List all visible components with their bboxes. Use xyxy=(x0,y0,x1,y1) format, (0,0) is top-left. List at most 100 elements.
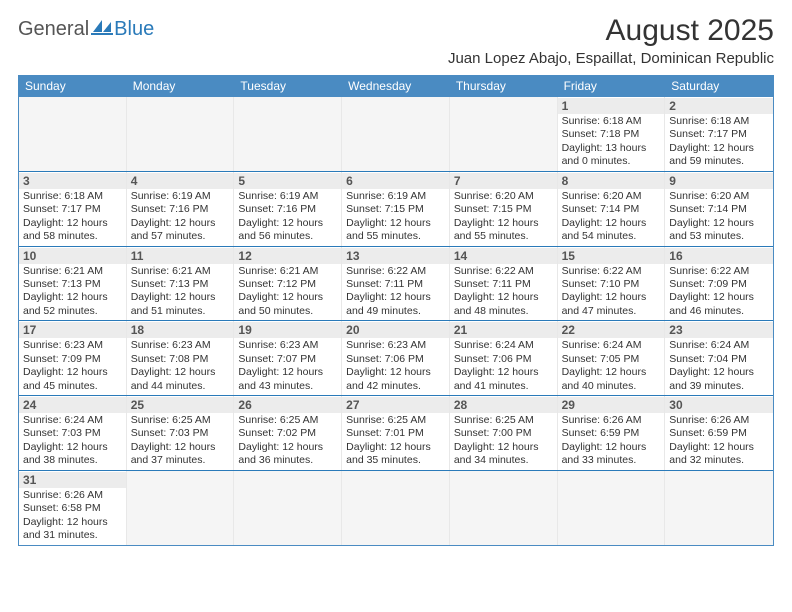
day-number: 19 xyxy=(234,322,341,338)
logo: General Blue xyxy=(18,18,154,41)
weeks-container: 1Sunrise: 6:18 AMSunset: 7:18 PMDaylight… xyxy=(19,97,773,545)
day-cell: 14Sunrise: 6:22 AMSunset: 7:11 PMDayligh… xyxy=(450,247,558,321)
empty-cell xyxy=(665,471,773,545)
day-cell: 10Sunrise: 6:21 AMSunset: 7:13 PMDayligh… xyxy=(19,247,127,321)
daylight-line: and 41 minutes. xyxy=(454,380,553,393)
daylight-line: Daylight: 12 hours xyxy=(346,217,445,230)
week-row: 1Sunrise: 6:18 AMSunset: 7:18 PMDaylight… xyxy=(19,97,773,172)
daylight-line: and 31 minutes. xyxy=(23,529,122,542)
daylight-line: and 51 minutes. xyxy=(131,305,230,318)
daylight-line: and 45 minutes. xyxy=(23,380,122,393)
sunrise-line: Sunrise: 6:21 AM xyxy=(238,265,337,278)
empty-cell xyxy=(558,471,666,545)
daylight-line: and 53 minutes. xyxy=(669,230,769,243)
sunrise-line: Sunrise: 6:22 AM xyxy=(669,265,769,278)
sunrise-line: Sunrise: 6:24 AM xyxy=(23,414,122,427)
daylight-line: and 50 minutes. xyxy=(238,305,337,318)
day-number: 29 xyxy=(558,397,665,413)
sunset-line: Sunset: 7:00 PM xyxy=(454,427,553,440)
day-cell: 12Sunrise: 6:21 AMSunset: 7:12 PMDayligh… xyxy=(234,247,342,321)
daylight-line: Daylight: 13 hours xyxy=(562,142,661,155)
daylight-line: and 0 minutes. xyxy=(562,155,661,168)
sunrise-line: Sunrise: 6:19 AM xyxy=(131,190,230,203)
daylight-line: and 39 minutes. xyxy=(669,380,769,393)
daylight-line: Daylight: 12 hours xyxy=(23,366,122,379)
day-number: 11 xyxy=(127,248,234,264)
daylight-line: Daylight: 12 hours xyxy=(454,366,553,379)
daylight-line: and 42 minutes. xyxy=(346,380,445,393)
daylight-line: and 36 minutes. xyxy=(238,454,337,467)
sunrise-line: Sunrise: 6:23 AM xyxy=(23,339,122,352)
day-cell: 15Sunrise: 6:22 AMSunset: 7:10 PMDayligh… xyxy=(558,247,666,321)
day-number: 16 xyxy=(665,248,773,264)
day-number: 9 xyxy=(665,173,773,189)
day-cell: 11Sunrise: 6:21 AMSunset: 7:13 PMDayligh… xyxy=(127,247,235,321)
day-cell: 3Sunrise: 6:18 AMSunset: 7:17 PMDaylight… xyxy=(19,172,127,246)
daylight-line: Daylight: 12 hours xyxy=(131,441,230,454)
sunrise-line: Sunrise: 6:22 AM xyxy=(454,265,553,278)
day-cell: 7Sunrise: 6:20 AMSunset: 7:15 PMDaylight… xyxy=(450,172,558,246)
day-number: 28 xyxy=(450,397,557,413)
day-header: Wednesday xyxy=(342,75,450,97)
day-cell: 29Sunrise: 6:26 AMSunset: 6:59 PMDayligh… xyxy=(558,396,666,470)
sunrise-line: Sunrise: 6:18 AM xyxy=(562,115,661,128)
daylight-line: and 56 minutes. xyxy=(238,230,337,243)
header: General Blue August 2025 Juan Lopez Abaj… xyxy=(18,14,774,67)
empty-cell xyxy=(450,471,558,545)
daylight-line: and 37 minutes. xyxy=(131,454,230,467)
empty-cell xyxy=(127,97,235,171)
page-subtitle: Juan Lopez Abajo, Espaillat, Dominican R… xyxy=(448,50,774,67)
daylight-line: and 35 minutes. xyxy=(346,454,445,467)
daylight-line: and 43 minutes. xyxy=(238,380,337,393)
daylight-line: and 57 minutes. xyxy=(131,230,230,243)
empty-cell xyxy=(450,97,558,171)
day-cell: 13Sunrise: 6:22 AMSunset: 7:11 PMDayligh… xyxy=(342,247,450,321)
day-cell: 5Sunrise: 6:19 AMSunset: 7:16 PMDaylight… xyxy=(234,172,342,246)
daylight-line: and 55 minutes. xyxy=(346,230,445,243)
sunset-line: Sunset: 7:14 PM xyxy=(562,203,661,216)
sunrise-line: Sunrise: 6:21 AM xyxy=(23,265,122,278)
day-number: 17 xyxy=(19,322,126,338)
daylight-line: and 52 minutes. xyxy=(23,305,122,318)
sunrise-line: Sunrise: 6:23 AM xyxy=(238,339,337,352)
sunrise-line: Sunrise: 6:24 AM xyxy=(562,339,661,352)
title-block: August 2025 Juan Lopez Abajo, Espaillat,… xyxy=(448,14,774,67)
day-cell: 25Sunrise: 6:25 AMSunset: 7:03 PMDayligh… xyxy=(127,396,235,470)
sunrise-line: Sunrise: 6:24 AM xyxy=(454,339,553,352)
day-cell: 9Sunrise: 6:20 AMSunset: 7:14 PMDaylight… xyxy=(665,172,773,246)
daylight-line: and 33 minutes. xyxy=(562,454,661,467)
daylight-line: and 47 minutes. xyxy=(562,305,661,318)
sunrise-line: Sunrise: 6:25 AM xyxy=(238,414,337,427)
daylight-line: and 55 minutes. xyxy=(454,230,553,243)
day-number: 13 xyxy=(342,248,449,264)
daylight-line: Daylight: 12 hours xyxy=(238,366,337,379)
calendar: Sunday Monday Tuesday Wednesday Thursday… xyxy=(18,75,774,546)
sunrise-line: Sunrise: 6:24 AM xyxy=(669,339,769,352)
sunrise-line: Sunrise: 6:26 AM xyxy=(669,414,769,427)
week-row: 3Sunrise: 6:18 AMSunset: 7:17 PMDaylight… xyxy=(19,172,773,247)
sunrise-line: Sunrise: 6:23 AM xyxy=(131,339,230,352)
sunrise-line: Sunrise: 6:18 AM xyxy=(669,115,769,128)
sunset-line: Sunset: 7:15 PM xyxy=(454,203,553,216)
day-number: 21 xyxy=(450,322,557,338)
daylight-line: Daylight: 12 hours xyxy=(23,291,122,304)
day-number: 12 xyxy=(234,248,341,264)
day-cell: 18Sunrise: 6:23 AMSunset: 7:08 PMDayligh… xyxy=(127,321,235,395)
sunset-line: Sunset: 7:12 PM xyxy=(238,278,337,291)
empty-cell xyxy=(342,97,450,171)
daylight-line: Daylight: 12 hours xyxy=(454,291,553,304)
daylight-line: Daylight: 12 hours xyxy=(454,441,553,454)
day-number: 2 xyxy=(665,98,773,114)
day-header: Friday xyxy=(558,75,666,97)
empty-cell xyxy=(19,97,127,171)
empty-cell xyxy=(342,471,450,545)
sunset-line: Sunset: 7:13 PM xyxy=(131,278,230,291)
day-cell: 23Sunrise: 6:24 AMSunset: 7:04 PMDayligh… xyxy=(665,321,773,395)
sunrise-line: Sunrise: 6:25 AM xyxy=(131,414,230,427)
day-number: 31 xyxy=(19,472,126,488)
day-cell: 31Sunrise: 6:26 AMSunset: 6:58 PMDayligh… xyxy=(19,471,127,545)
day-cell: 24Sunrise: 6:24 AMSunset: 7:03 PMDayligh… xyxy=(19,396,127,470)
sunset-line: Sunset: 7:15 PM xyxy=(346,203,445,216)
day-cell: 16Sunrise: 6:22 AMSunset: 7:09 PMDayligh… xyxy=(665,247,773,321)
daylight-line: Daylight: 12 hours xyxy=(346,291,445,304)
